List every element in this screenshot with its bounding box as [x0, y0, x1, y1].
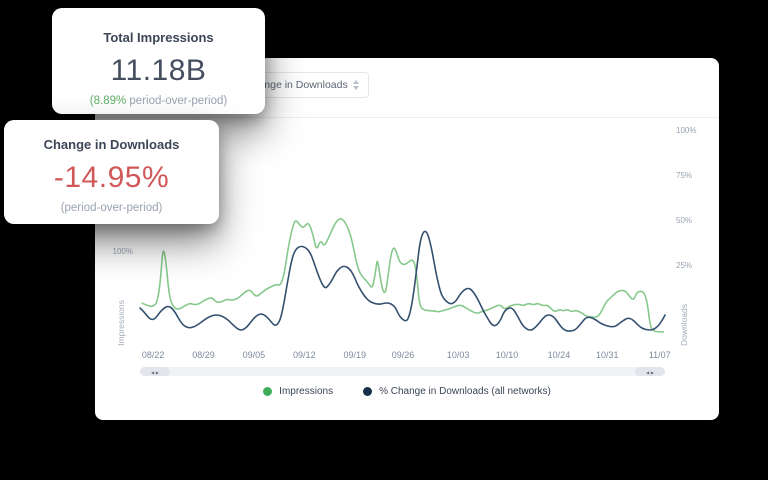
chart-scrollbar-track[interactable]	[140, 367, 665, 376]
right-axis-tick: 50%	[676, 216, 692, 225]
series-line-downloads	[139, 230, 666, 332]
right-axis-tick: 75%	[676, 171, 692, 180]
scroll-right-button[interactable]	[635, 367, 665, 376]
downloads-value: -14.95%	[53, 161, 170, 194]
impressions-value: 11.18B	[110, 54, 207, 87]
right-axis-tick: 25%	[676, 261, 692, 270]
legend-label: % Change in Downloads (all networks)	[379, 386, 551, 397]
change-in-downloads-card: Change in Downloads -14.95% (period-over…	[4, 120, 219, 224]
delta-percent: (8.89%	[89, 95, 127, 107]
right-axis-title: Downloads	[679, 304, 689, 346]
card-title: Change in Downloads	[43, 137, 180, 152]
chart-legend: Impressions % Change in Downloads (all ne…	[95, 386, 719, 397]
legend-item-impressions[interactable]: Impressions	[263, 386, 333, 397]
legend-dot-icon	[263, 387, 273, 396]
x-axis-label: 10/03	[447, 350, 470, 360]
downloads-sub: (period-over-period)	[60, 202, 163, 214]
legend-dot-icon	[363, 387, 373, 396]
x-axis-label: 10/24	[548, 350, 571, 360]
impressions-delta: (8.89% period-over-period)	[52, 95, 265, 107]
x-axis-label: 09/12	[293, 350, 316, 360]
x-axis-label: 11/07	[649, 350, 671, 360]
card-title: Total Impressions	[103, 30, 214, 45]
series-line-impressions	[141, 218, 665, 333]
x-axis-label: 10/31	[596, 350, 619, 360]
x-axis-label: 08/22	[142, 350, 165, 360]
chart-area: 100% 75% 50% 25% 100% Impressions Downloads 08/…	[95, 118, 719, 418]
scroll-right-arrows-icon[interactable]: ◂ ▸	[646, 371, 654, 377]
x-axis-label: 09/19	[343, 350, 366, 360]
legend-item-downloads[interactable]: % Change in Downloads (all networks)	[363, 386, 551, 397]
metric-dropdown-value: Change in Downloads	[245, 79, 348, 91]
scroll-left-arrows-icon[interactable]: ◂ ▸	[151, 371, 159, 377]
right-axis-tick: 100%	[676, 126, 696, 135]
total-impressions-card: Total Impressions 11.18B (8.89% period-o…	[52, 8, 265, 114]
dropdown-caret-icon	[353, 80, 359, 90]
x-axis-label: 10/10	[496, 350, 519, 360]
x-axis-label: 09/05	[243, 350, 266, 360]
line-chart: 100% 75% 50% 25% 100% Impressions Downloads 08/…	[113, 126, 697, 377]
legend-label: Impressions	[279, 386, 334, 397]
left-axis-title: Impressions	[116, 300, 126, 346]
scroll-left-button[interactable]	[140, 367, 170, 376]
delta-suffix: period-over-period)	[126, 95, 228, 107]
x-axis-label: 09/26	[392, 350, 415, 360]
chart-panel: Change in Downloads 100% 75% 50% 25% 100% Imp…	[95, 58, 719, 420]
x-axis-label: 08/29	[192, 350, 215, 360]
left-axis-tick: 100%	[113, 247, 133, 256]
